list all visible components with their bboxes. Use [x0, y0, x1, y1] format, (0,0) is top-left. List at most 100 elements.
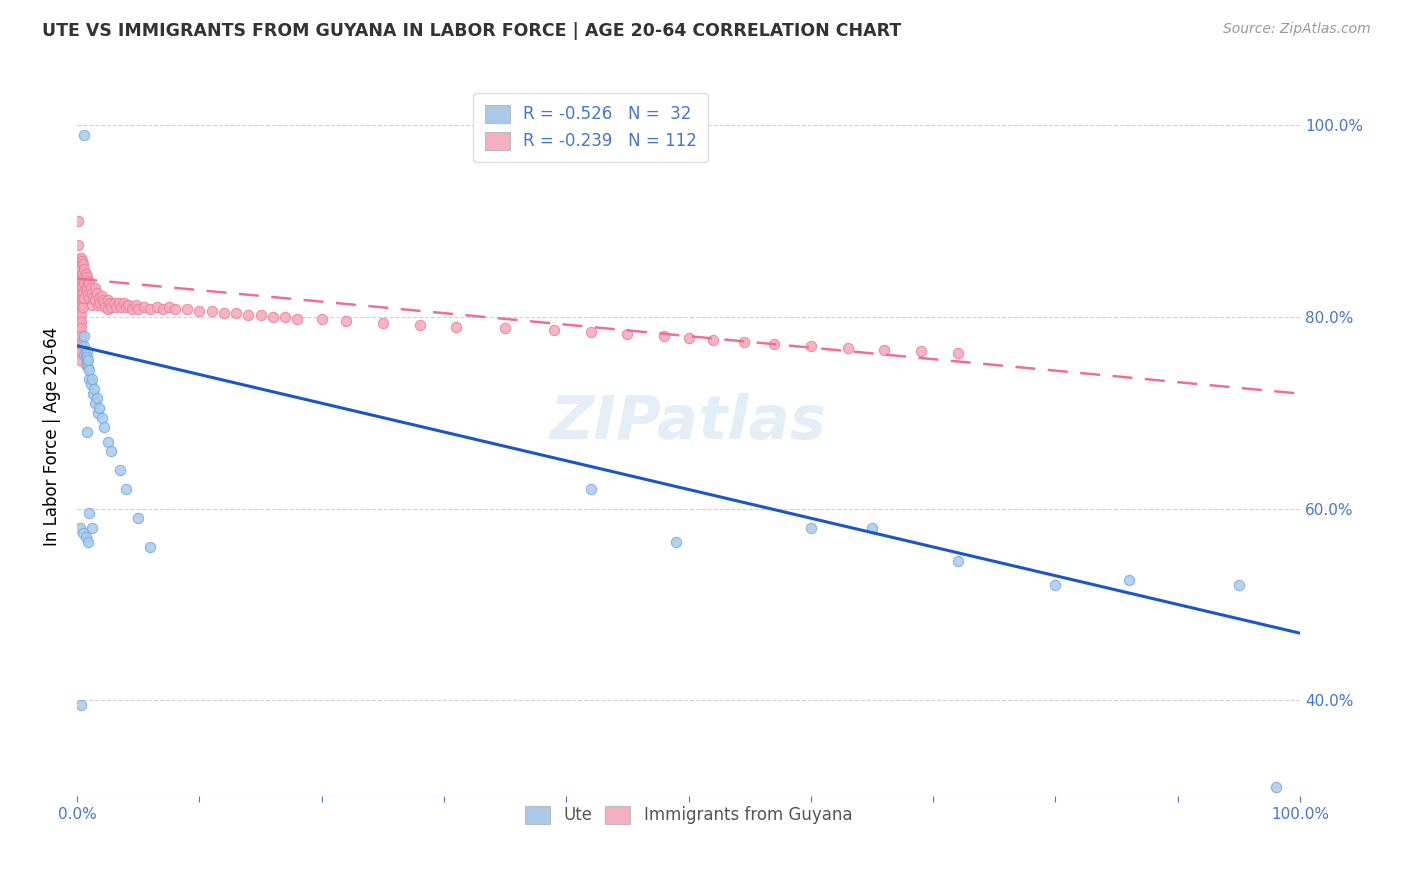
Point	[444, 319, 467, 334]
Point	[91, 293, 114, 307]
Point	[616, 327, 638, 342]
Point	[84, 396, 107, 410]
Point	[79, 372, 101, 386]
Point	[139, 302, 162, 317]
Point	[262, 310, 284, 324]
Point	[83, 382, 105, 396]
Point	[69, 295, 91, 310]
Point	[69, 291, 91, 305]
Text: ZIPatlas: ZIPatlas	[550, 392, 827, 452]
Point	[75, 358, 97, 372]
Point	[494, 321, 516, 335]
Point	[69, 315, 91, 329]
Point	[108, 463, 131, 477]
Point	[98, 295, 121, 310]
Point	[67, 238, 90, 252]
Point	[837, 341, 859, 355]
Point	[69, 264, 91, 278]
Point	[188, 304, 211, 318]
Point	[97, 293, 120, 307]
Point	[910, 344, 932, 359]
Point	[97, 302, 120, 317]
Point	[335, 314, 357, 328]
Point	[946, 346, 969, 360]
Point	[69, 291, 91, 305]
Point	[77, 287, 100, 301]
Point	[69, 283, 91, 297]
Point	[84, 281, 107, 295]
Point	[69, 353, 91, 368]
Point	[860, 521, 883, 535]
Point	[80, 298, 103, 312]
Point	[87, 406, 110, 420]
Point	[73, 262, 96, 277]
Point	[733, 334, 755, 349]
Point	[69, 698, 91, 712]
Point	[76, 350, 98, 364]
Point	[87, 401, 110, 415]
Point	[69, 339, 91, 353]
Point	[1118, 574, 1140, 588]
Point	[127, 302, 149, 317]
Point	[75, 348, 97, 362]
Point	[72, 257, 94, 271]
Point	[79, 362, 101, 376]
Point	[117, 298, 139, 312]
Point	[80, 286, 103, 301]
Point	[763, 336, 786, 351]
Point	[93, 420, 115, 434]
Point	[134, 301, 156, 315]
Point	[371, 316, 394, 330]
Point	[69, 281, 91, 295]
Point	[702, 333, 724, 347]
Point	[112, 295, 135, 310]
Point	[94, 301, 117, 315]
Point	[107, 295, 129, 310]
Point	[1264, 780, 1286, 794]
Point	[543, 323, 565, 337]
Point	[75, 281, 97, 295]
Point	[873, 343, 896, 357]
Point	[163, 302, 186, 317]
Point	[100, 301, 122, 315]
Point	[93, 295, 115, 310]
Point	[110, 301, 132, 315]
Point	[75, 530, 97, 544]
Point	[678, 331, 700, 345]
Point	[69, 343, 91, 358]
Point	[121, 302, 143, 317]
Point	[201, 304, 224, 318]
Text: Source: ZipAtlas.com: Source: ZipAtlas.com	[1223, 22, 1371, 37]
Point	[86, 286, 108, 301]
Point	[249, 308, 271, 322]
Point	[72, 301, 94, 315]
Point	[69, 324, 91, 338]
Point	[800, 521, 823, 535]
Point	[76, 269, 98, 284]
Point	[69, 331, 91, 345]
Point	[82, 291, 104, 305]
Point	[70, 279, 93, 293]
Point	[946, 554, 969, 568]
Point	[285, 312, 308, 326]
Point	[69, 271, 91, 285]
Point	[69, 317, 91, 331]
Point	[97, 434, 120, 449]
Point	[115, 301, 138, 315]
Text: UTE VS IMMIGRANTS FROM GUYANA IN LABOR FORCE | AGE 20-64 CORRELATION CHART: UTE VS IMMIGRANTS FROM GUYANA IN LABOR F…	[42, 22, 901, 40]
Point	[77, 274, 100, 288]
Point	[79, 377, 101, 392]
Point	[73, 348, 96, 362]
Point	[73, 291, 96, 305]
Point	[89, 295, 111, 310]
Point	[76, 425, 98, 439]
Point	[70, 291, 93, 305]
Point	[80, 372, 103, 386]
Point	[579, 326, 602, 340]
Point	[800, 339, 823, 353]
Point	[176, 302, 198, 317]
Legend: Ute, Immigrants from Guyana: Ute, Immigrants from Guyana	[515, 796, 862, 835]
Point	[79, 277, 101, 291]
Point	[76, 353, 98, 368]
Point	[69, 307, 91, 321]
